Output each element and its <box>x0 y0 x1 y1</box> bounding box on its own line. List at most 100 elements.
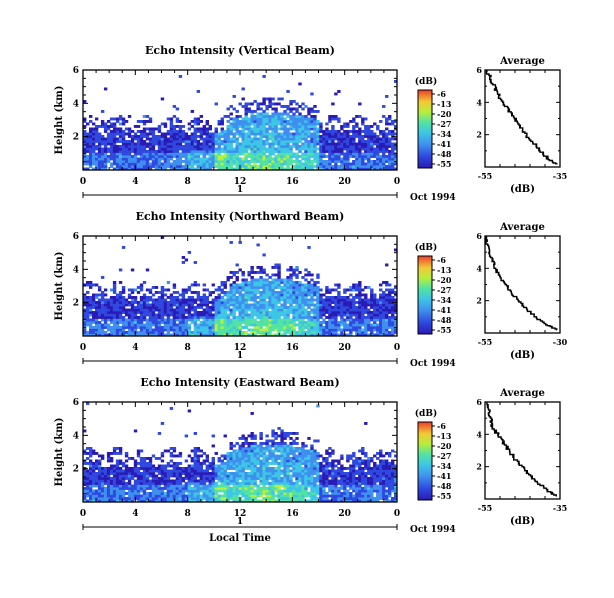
heatmap-cell <box>259 266 263 269</box>
heatmap-cell <box>190 303 195 307</box>
heatmap-cell <box>157 130 162 133</box>
heatmap-cell <box>142 150 147 153</box>
heatmap-cell <box>83 308 87 312</box>
heatmap-cell <box>352 160 356 163</box>
heatmap-cell <box>280 298 284 302</box>
heatmap-cell <box>256 321 260 324</box>
heatmap-cell <box>271 333 275 337</box>
heatmap-cell <box>349 318 353 322</box>
heatmap-cell <box>106 142 111 146</box>
heatmap-cell <box>202 155 207 158</box>
heatmap-cell <box>223 132 227 136</box>
heatmap-cell <box>244 125 248 128</box>
heatmap-cell <box>388 142 392 146</box>
heatmap-cell <box>136 147 141 151</box>
heatmap-cell <box>292 268 296 272</box>
heatmap-cell <box>382 313 386 317</box>
heatmap-cell <box>130 301 135 304</box>
heatmap-cell <box>286 306 290 309</box>
colorbar-tick-label: -55 <box>437 325 451 335</box>
heatmap-cell <box>211 313 215 317</box>
heatmap-cell <box>367 303 371 307</box>
x-tick-label: 0 <box>80 343 86 353</box>
heatmap-cell <box>136 492 141 495</box>
heatmap-cell <box>166 165 171 168</box>
heatmap-cell <box>187 494 192 498</box>
heatmap-cell <box>163 494 168 498</box>
heatmap-cell <box>334 333 338 337</box>
heatmap-cell <box>394 162 398 166</box>
heatmap-cell <box>172 308 177 312</box>
heatmap-cell <box>391 160 395 163</box>
heatmap-cell <box>145 135 150 138</box>
heatmap-cell <box>196 313 201 317</box>
heatmap-cell <box>259 283 263 287</box>
heatmap-cell <box>247 323 251 327</box>
heatmap-cell <box>160 333 165 337</box>
heatmap-cell <box>211 462 215 465</box>
heatmap-cell <box>385 313 389 317</box>
heatmap-cell <box>190 494 195 498</box>
heatmap-cell <box>154 308 159 312</box>
heatmap-cell <box>157 318 162 322</box>
heatmap-cell <box>304 316 308 319</box>
heatmap-cell <box>238 122 242 126</box>
heatmap-cell <box>160 472 165 475</box>
heatmap-cell <box>325 155 329 158</box>
heatmap-cell <box>223 333 227 337</box>
heatmap-cell <box>373 301 377 304</box>
heatmap-cell <box>169 487 174 490</box>
heatmap-cell <box>175 492 180 495</box>
heatmap-cell <box>169 407 174 410</box>
heatmap-cell <box>235 122 239 126</box>
heatmap-cell <box>286 283 290 287</box>
heatmap-cell <box>220 117 224 121</box>
heatmap-cell <box>298 333 302 337</box>
heatmap-cell <box>349 152 353 156</box>
heatmap-cell <box>262 110 266 113</box>
heatmap-cell <box>241 145 245 148</box>
heatmap-cell <box>184 499 189 503</box>
heatmap-cell <box>283 162 287 166</box>
heatmap-cell <box>391 145 395 148</box>
heatmap-cell <box>259 132 263 136</box>
heatmap-cell <box>292 142 296 146</box>
heatmap-cell <box>352 140 356 143</box>
heatmap-cell <box>160 301 165 304</box>
heatmap-cell <box>253 152 257 156</box>
heatmap-cell <box>289 102 293 106</box>
heatmap-cell <box>175 107 180 111</box>
heatmap-cell <box>100 160 105 163</box>
heatmap-cell <box>331 323 335 327</box>
heatmap-cell <box>343 130 347 133</box>
heatmap-cell <box>85 331 90 334</box>
heatmap-cell <box>265 296 269 299</box>
heatmap-cell <box>343 301 347 304</box>
heatmap-cell <box>130 331 135 334</box>
heatmap-cell <box>187 409 192 413</box>
heatmap-cell <box>211 497 215 500</box>
heatmap-cell <box>214 157 218 161</box>
heatmap-cell <box>334 137 338 141</box>
heatmap-cell <box>274 313 278 317</box>
heatmap-cell <box>169 318 174 322</box>
colorbar-tick-label: -27 <box>437 119 451 129</box>
heatmap-cell <box>91 135 96 138</box>
heatmap-cell <box>160 147 165 151</box>
heatmap-cell <box>169 301 174 304</box>
heatmap-cell <box>184 434 189 438</box>
heatmap-cell <box>328 140 332 143</box>
heatmap-cell <box>187 251 192 254</box>
heatmap-cell <box>247 286 251 289</box>
heatmap-cell <box>253 323 257 327</box>
heatmap-cell <box>217 135 221 138</box>
heatmap-cell <box>340 321 344 324</box>
heatmap-cell <box>304 127 308 131</box>
heatmap-cell <box>151 301 156 304</box>
heatmap-cell <box>307 291 311 294</box>
heatmap-cell <box>205 147 209 151</box>
heatmap-cell <box>181 155 186 158</box>
heatmap-cell <box>313 321 317 324</box>
x-tick-label: 0 <box>394 177 400 187</box>
heatmap-cell <box>145 301 150 304</box>
